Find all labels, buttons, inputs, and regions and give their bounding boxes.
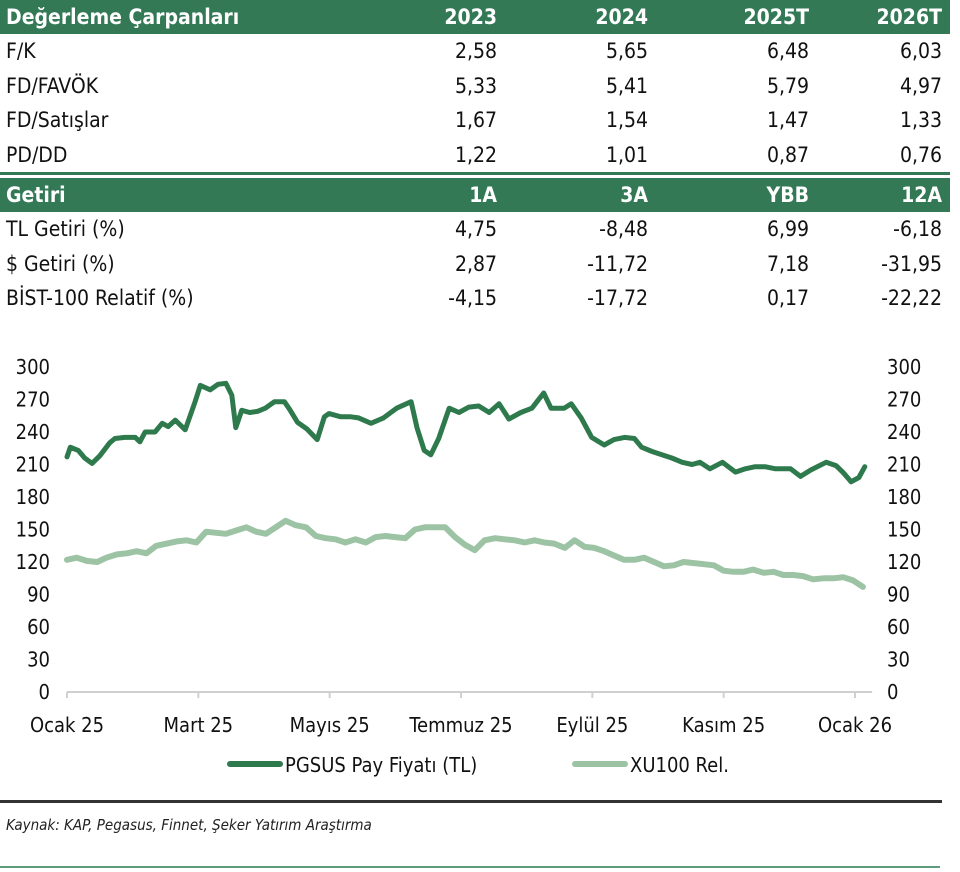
y-tick-label-right: 90 xyxy=(887,583,910,607)
col-header: 3A xyxy=(620,183,648,207)
cell: 5,65 xyxy=(605,39,648,63)
y-tick-label-right: 300 xyxy=(887,355,921,379)
y-tick-label-left: 180 xyxy=(16,485,50,509)
x-tick-label: Mart 25 xyxy=(164,713,234,737)
valuation-table: Değerleme Çarpanları 2023 2024 2025T 202… xyxy=(0,0,950,175)
y-tick-label-left: 30 xyxy=(27,648,50,672)
row-label: FD/Satışlar xyxy=(6,108,109,132)
x-tick-label: Mayıs 25 xyxy=(290,713,370,737)
row-label: $ Getiri (%) xyxy=(6,251,115,276)
y-tick-label-left: 150 xyxy=(16,518,50,542)
y-tick-label-right: 270 xyxy=(887,388,921,412)
cell: 1,01 xyxy=(605,142,648,167)
table-row: FD/FAVÖK 5,33 5,41 5,79 4,97 xyxy=(0,69,950,104)
x-axis: Ocak 25 Mart 25 Mayıs 25 Temmuz 25 Eylül 25 K… xyxy=(30,692,892,737)
cell: 1,67 xyxy=(454,108,497,132)
row-label: F/K xyxy=(6,39,36,63)
cell: 6,48 xyxy=(766,39,809,63)
y-tick-label-right: 60 xyxy=(887,615,910,639)
y-tick-label-left: 0 xyxy=(39,680,50,704)
table-row: $ Getiri (%) 2,87 -11,72 7,18 -31,95 xyxy=(0,247,950,282)
x-tick-label: Ocak 25 xyxy=(30,713,104,737)
table-divider xyxy=(0,172,950,175)
series-line-pgsus xyxy=(64,380,868,485)
row-label: PD/DD xyxy=(6,142,68,167)
series-line-xu100-rel xyxy=(64,517,866,590)
table-row: TL Getiri (%) 4,75 -8,48 6,99 -6,18 xyxy=(0,212,950,247)
table-row: PD/DD 1,22 1,01 0,87 0,76 xyxy=(0,138,950,173)
cell: 1,22 xyxy=(454,142,497,167)
legend-label-rel: XU100 Rel. xyxy=(630,753,729,777)
cell: 0,87 xyxy=(766,142,809,167)
cell: 0,76 xyxy=(899,142,942,167)
cell: 4,75 xyxy=(454,217,497,241)
y-tick-label-right: 0 xyxy=(887,680,898,704)
valuation-table-header: Değerleme Çarpanları 2023 2024 2025T 202… xyxy=(0,0,950,34)
cell: 5,79 xyxy=(766,73,809,98)
cell: 0,17 xyxy=(766,286,809,310)
y-tick-label-left: 120 xyxy=(16,550,50,574)
x-tick-label: Ocak 26 xyxy=(818,713,892,737)
y-tick-label-left: 210 xyxy=(16,453,50,477)
cell: 5,41 xyxy=(605,73,648,98)
row-label: BİST-100 Relatif (%) xyxy=(6,286,194,310)
legend: PGSUS Pay Fiyatı (TL) XU100 Rel. xyxy=(227,753,729,777)
x-tick-label: Kasım 25 xyxy=(682,713,765,737)
series-group xyxy=(64,380,868,590)
cell: -31,95 xyxy=(881,251,942,276)
y-tick-label-right: 180 xyxy=(887,485,921,509)
cell: 1,33 xyxy=(899,108,942,132)
col-header: 2025T xyxy=(743,5,809,29)
source-note: Kaynak: KAP, Pegasus, Finnet, Şeker Yatı… xyxy=(6,816,372,834)
cell: -11,72 xyxy=(587,251,648,276)
returns-table-header: Getiri 1A 3A YBB 12A xyxy=(0,178,950,212)
y-axis-left: 0 30 60 90 120 150 180 210 240 270 300 xyxy=(16,355,50,704)
y-tick-label-right: 30 xyxy=(887,648,910,672)
y-tick-label-right: 240 xyxy=(887,420,921,444)
cell: -6,18 xyxy=(893,217,942,241)
x-tick-label: Temmuz 25 xyxy=(408,713,512,737)
cell: 6,03 xyxy=(899,39,942,63)
divider-line xyxy=(0,800,942,803)
col-header: 2023 xyxy=(444,5,497,29)
cell: -8,48 xyxy=(599,217,648,241)
col-header: 2026T xyxy=(876,5,942,29)
y-tick-label-left: 90 xyxy=(27,583,50,607)
row-label: FD/FAVÖK xyxy=(6,73,99,98)
y-axis-right: 0 30 60 90 120 150 180 210 240 270 300 xyxy=(887,355,921,704)
cell: 7,18 xyxy=(766,251,809,276)
returns-table-title: Getiri xyxy=(6,183,66,207)
col-header: 2024 xyxy=(595,5,648,29)
valuation-table-title: Değerleme Çarpanları xyxy=(6,5,240,29)
legend-label-main: PGSUS Pay Fiyatı (TL) xyxy=(285,753,477,777)
row-label: TL Getiri (%) xyxy=(6,217,125,241)
cell: 1,47 xyxy=(766,108,809,132)
price-chart: 0 30 60 90 120 150 180 210 240 270 300 0 30 60 90 120 1… xyxy=(16,355,922,777)
table-row: FD/Satışlar 1,67 1,54 1,47 1,33 xyxy=(0,103,950,138)
col-header: YBB xyxy=(766,183,809,207)
table-row: F/K 2,58 5,65 6,48 6,03 xyxy=(0,34,950,69)
y-tick-label-right: 210 xyxy=(887,453,921,477)
cell: 1,54 xyxy=(605,108,648,132)
x-tick-label: Eylül 25 xyxy=(556,713,628,737)
cell: 5,33 xyxy=(454,73,497,98)
y-tick-label-left: 60 xyxy=(27,615,50,639)
cell: 6,99 xyxy=(766,217,809,241)
returns-table: Getiri 1A 3A YBB 12A TL Getiri (%) 4,75 … xyxy=(0,178,950,316)
y-tick-label-left: 270 xyxy=(16,388,50,412)
col-header: 12A xyxy=(901,183,942,207)
cell: 2,58 xyxy=(454,39,497,63)
cell: 4,97 xyxy=(899,73,942,98)
cell: 2,87 xyxy=(454,251,497,276)
y-tick-label-left: 240 xyxy=(16,420,50,444)
cell: -22,22 xyxy=(881,286,942,310)
bottom-divider xyxy=(0,866,940,868)
col-header: 1A xyxy=(469,183,497,207)
y-tick-label-right: 120 xyxy=(887,550,921,574)
cell: -4,15 xyxy=(448,286,497,310)
table-row: BİST-100 Relatif (%) -4,15 -17,72 0,17 -… xyxy=(0,281,950,316)
y-tick-label-left: 300 xyxy=(16,355,50,379)
y-tick-label-right: 150 xyxy=(887,518,921,542)
cell: -17,72 xyxy=(587,286,648,310)
